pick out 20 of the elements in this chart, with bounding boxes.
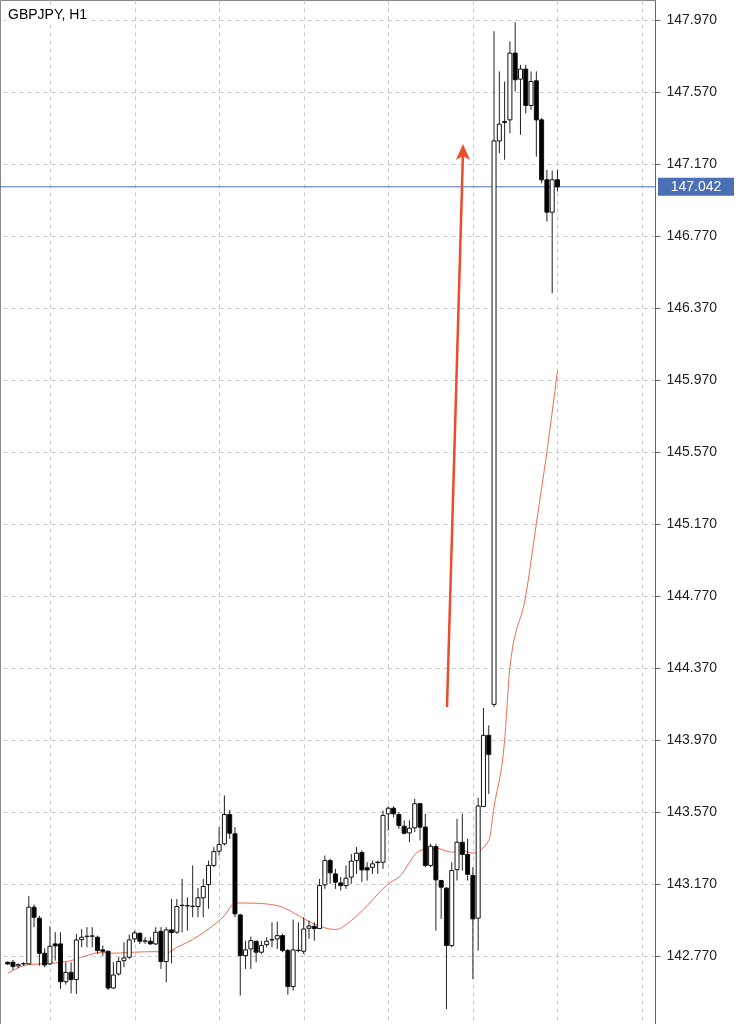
- y-tick-label: 143.970: [666, 731, 718, 748]
- candlestick: [406, 819, 412, 843]
- y-tick-label: 145.970: [666, 371, 718, 388]
- y-tick-label: 146.770: [666, 227, 718, 244]
- y-tick-label: 143.170: [666, 875, 718, 892]
- y-tick-label: 145.170: [666, 515, 718, 532]
- y-tick-label: 146.370: [666, 299, 718, 316]
- y-tick-label: 145.570: [666, 443, 718, 460]
- ref-line-label: 147.042: [670, 177, 722, 194]
- y-tick-label: 142.770: [666, 947, 718, 964]
- y-tick-label: 144.370: [666, 659, 718, 676]
- line-series: [7, 370, 558, 974]
- candlestick: [502, 81, 508, 161]
- y-tick-label: 147.570: [666, 83, 718, 100]
- y-tick-label: 147.170: [666, 155, 718, 172]
- y-tick-label: 143.570: [666, 803, 718, 820]
- chart-title: GBPJPY, H1: [6, 6, 90, 22]
- candlestick: [95, 935, 101, 955]
- y-tick-label: 147.970: [666, 11, 718, 28]
- y-tick-label: 144.770: [666, 587, 718, 604]
